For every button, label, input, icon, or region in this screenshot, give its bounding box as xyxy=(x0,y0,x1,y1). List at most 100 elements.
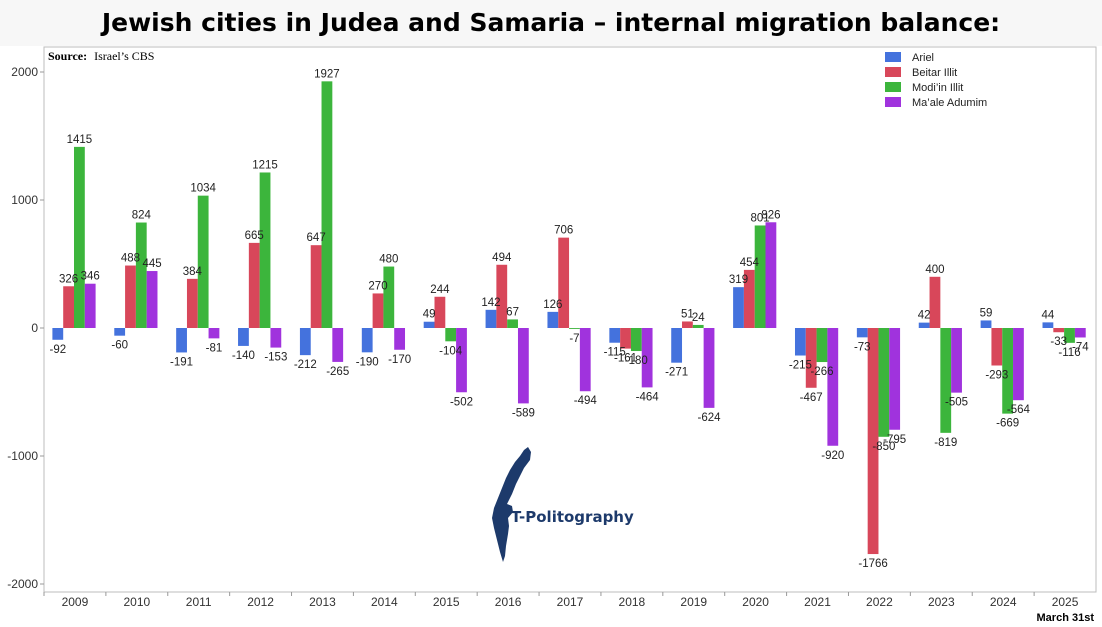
bar-beitar-illit-2021 xyxy=(805,328,817,388)
data-label: 1415 xyxy=(67,134,93,146)
x-tick-label: 2024 xyxy=(990,595,1017,609)
source-text: Israel’s CBS xyxy=(94,49,154,63)
data-label: 665 xyxy=(245,230,264,242)
legend-swatch-ma-ale-adumim xyxy=(885,97,901,107)
x-tick-label: 2012 xyxy=(247,595,274,609)
bar-beitar-illit-2014 xyxy=(372,293,384,328)
data-label: 42 xyxy=(918,310,931,322)
bar-modi-in-illit-2012 xyxy=(259,172,271,328)
x-tick-label: 2021 xyxy=(804,595,831,609)
bar-modi-in-illit-2023 xyxy=(940,328,952,433)
data-label: -293 xyxy=(985,370,1008,382)
bar-ariel-2020 xyxy=(733,287,744,328)
x-tick-label: 2020 xyxy=(742,595,769,609)
bar-beitar-illit-2018 xyxy=(620,328,631,349)
bar-modi-in-illit-2019 xyxy=(692,324,704,328)
data-label: 1927 xyxy=(314,68,340,80)
data-label: 44 xyxy=(1042,309,1055,321)
bar-modi-in-illit-2024 xyxy=(1002,328,1014,414)
data-label: 59 xyxy=(980,307,993,319)
bar-ariel-2009 xyxy=(52,328,64,340)
bar-modi-in-illit-2017 xyxy=(569,328,580,329)
bar-ma-ale-adumim-2021 xyxy=(827,328,839,446)
bar-ma-ale-adumim-2010 xyxy=(146,271,158,328)
bar-beitar-illit-2025 xyxy=(1053,328,1065,333)
bar-ma-ale-adumim-2020 xyxy=(765,222,777,328)
bar-modi-in-illit-2020 xyxy=(754,225,766,328)
data-label: -1766 xyxy=(858,558,887,570)
y-tick-label: -2000 xyxy=(7,577,38,591)
bar-ma-ale-adumim-2018 xyxy=(641,328,653,388)
x-tick-label: 2023 xyxy=(928,595,955,609)
data-label: 480 xyxy=(379,254,398,266)
data-label: -115 xyxy=(604,347,626,359)
bar-ma-ale-adumim-2009 xyxy=(84,283,96,328)
data-label: -819 xyxy=(934,437,957,449)
bar-ma-ale-adumim-2023 xyxy=(951,328,962,393)
bar-beitar-illit-2019 xyxy=(682,321,693,328)
bar-ariel-2021 xyxy=(794,328,806,356)
bar-ariel-2015 xyxy=(423,321,435,328)
bar-modi-in-illit-2022 xyxy=(878,328,890,437)
legend-swatch-modi-in-illit xyxy=(885,82,901,92)
bar-ma-ale-adumim-2017 xyxy=(579,328,591,392)
data-label: -180 xyxy=(625,355,648,367)
x-tick-label: 2011 xyxy=(186,595,212,609)
bar-ma-ale-adumim-2024 xyxy=(1013,328,1024,401)
data-label: 1034 xyxy=(190,183,216,195)
data-label: 319 xyxy=(729,274,748,286)
x-tick-label: 2017 xyxy=(557,595,584,609)
source-label: Source: xyxy=(48,49,87,63)
legend-label-beitar-illit: Beitar Illit xyxy=(912,67,957,79)
data-label: -464 xyxy=(636,391,660,403)
bar-ma-ale-adumim-2019 xyxy=(703,328,715,408)
data-label: -153 xyxy=(264,352,287,364)
x-tick-label: 2009 xyxy=(62,595,89,609)
bar-ma-ale-adumim-2015 xyxy=(456,328,467,393)
bar-ariel-2017 xyxy=(547,311,559,328)
bar-beitar-illit-2017 xyxy=(558,237,570,328)
data-label: -589 xyxy=(512,407,535,419)
bar-ariel-2018 xyxy=(609,328,621,343)
x-tick-label: 2013 xyxy=(309,595,336,609)
bar-beitar-illit-2011 xyxy=(186,278,198,328)
data-label: -92 xyxy=(49,344,66,356)
data-label: 384 xyxy=(183,266,203,278)
legend-swatch-ariel xyxy=(885,52,901,62)
bar-ariel-2013 xyxy=(299,328,311,356)
bar-modi-in-illit-2014 xyxy=(383,266,395,328)
bar-beitar-illit-2023 xyxy=(929,276,941,328)
bar-ma-ale-adumim-2013 xyxy=(332,328,344,362)
data-label: -33 xyxy=(1050,336,1067,348)
data-label: 445 xyxy=(142,258,161,270)
data-labels-group: -92 -60 -191 -140 -212 -190 49 142 126 -115 -271 31… xyxy=(49,68,1089,570)
y-tick-label: 2000 xyxy=(11,65,38,79)
x-tick-label: 2025 xyxy=(1052,595,1079,609)
data-label: -850 xyxy=(872,441,895,453)
data-label: -104 xyxy=(439,345,463,357)
bar-ariel-2011 xyxy=(176,328,187,353)
bar-modi-in-illit-2025 xyxy=(1064,328,1075,343)
bar-ariel-2023 xyxy=(918,322,930,328)
data-label: 826 xyxy=(761,209,780,221)
data-label: -467 xyxy=(800,392,823,404)
data-label: -920 xyxy=(821,450,844,462)
data-label: -215 xyxy=(789,360,812,372)
bar-modi-in-illit-2009 xyxy=(74,146,85,328)
x-tick-label: 2018 xyxy=(619,595,646,609)
data-label: -81 xyxy=(206,342,223,354)
israel-map-icon xyxy=(492,447,531,562)
plot-area xyxy=(43,46,1097,593)
data-label: 801 xyxy=(751,212,770,224)
legend-label-ariel: Ariel xyxy=(912,52,934,64)
bar-beitar-illit-2015 xyxy=(434,296,446,328)
data-label: -60 xyxy=(111,340,128,352)
bar-ariel-2022 xyxy=(856,328,868,338)
y-tick-label: -1000 xyxy=(7,449,38,463)
data-label: -116 xyxy=(1058,347,1080,359)
data-label: 126 xyxy=(543,299,562,311)
data-label: -191 xyxy=(170,356,193,368)
data-label: 49 xyxy=(423,309,436,321)
data-label: -170 xyxy=(388,354,411,366)
data-label: -212 xyxy=(294,359,317,371)
